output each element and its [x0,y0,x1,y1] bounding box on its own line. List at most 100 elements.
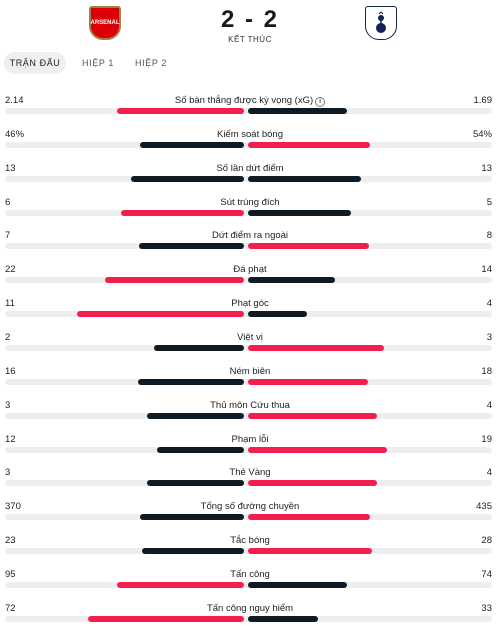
stat-row: 16 Ném biên 18 [0,364,500,394]
stat-label: Sút trúng đích [0,197,500,208]
away-stat-value: 74 [481,568,492,580]
away-stat-bar [248,378,368,385]
stat-label: Tấn công nguy hiểm [0,603,500,614]
home-stat-bar [140,514,244,521]
home-stat-value: 22 [5,264,16,276]
home-stat-bar [147,480,244,487]
stat-label-text: Phạm lỗi [231,433,269,445]
home-stat-bar [105,277,244,284]
away-stat-bar [248,480,377,487]
stat-label-text: Thủ môn Cứu thua [210,399,290,411]
away-stat-value: 13 [481,162,492,174]
home-stat-bar [139,243,244,250]
away-stat-value: 33 [481,602,492,614]
home-stat-value: 72 [5,602,16,614]
stat-label: Tổng số đường chuyền [0,501,500,512]
stat-row: 95 Tấn công 74 [0,567,500,597]
away-stat-value: 1.69 [473,95,493,106]
away-team-logo[interactable] [362,4,400,42]
away-stat-value: 4 [486,467,492,479]
away-stat-bar [248,344,384,351]
home-stat-bar [157,446,244,453]
away-stat-value: 8 [486,230,492,242]
home-stat-value: 7 [5,230,11,242]
tab-first-half[interactable]: HIỆP 1 [82,58,114,68]
home-stat-bar [140,141,244,148]
home-stat-value: 3 [5,399,11,411]
home-stat-bar [77,311,244,318]
home-stat-bar [131,175,244,182]
stat-label: Thẻ Vàng [0,467,500,478]
home-stat-bar [147,412,244,419]
stat-label-text: Tấn công nguy hiểm [206,602,294,614]
home-stat-value: 3 [5,467,11,479]
stat-label: Việt vị [0,332,500,343]
stat-label: Số lần dứt điểm [0,163,500,174]
stat-row: 2 Việt vị 3 [0,330,500,360]
stat-row: 6 Sút trúng đích 5 [0,195,500,225]
stat-label: Phạm lỗi [0,434,500,445]
away-stat-value: 18 [481,365,492,377]
home-stat-bar [154,344,244,351]
arsenal-crest-icon: ARSENAL [89,6,121,40]
home-stat-value: 13 [5,162,16,174]
away-stat-value: 4 [486,298,492,310]
stat-label-text: Tổng số đường chuyền [200,501,300,513]
stat-row: 12 Phạm lỗi 19 [0,432,500,462]
away-stat-value: 14 [481,264,492,276]
away-stat-bar [248,412,377,419]
away-stat-bar [248,581,347,588]
stat-label: Thủ môn Cứu thua [0,400,500,411]
stat-label-text: Kiểm soát bóng [216,128,283,140]
home-stat-value: 11 [5,298,15,310]
stat-row: 370 Tổng số đường chuyền 435 [0,499,500,529]
stat-label: Đá phạt [0,264,500,275]
away-stat-bar [248,615,318,622]
stat-label: Tắc bóng [0,535,500,546]
away-stat-value: 3 [486,331,492,343]
away-stat-value: 5 [486,196,492,208]
stat-label-text: Đá phạt [233,264,267,276]
home-stat-value: 12 [5,433,16,445]
home-stat-value: 2.14 [5,95,24,106]
home-stat-value: 370 [5,501,21,513]
stat-label-text: Dứt điểm ra ngoài [211,230,289,242]
stat-row: 3 Thẻ Vàng 4 [0,465,500,495]
home-stat-bar [88,615,244,622]
stat-row: 11 Phạt góc 4 [0,296,500,326]
stat-row: 7 Dứt điểm ra ngoài 8 [0,228,500,258]
match-header: ARSENAL 2 - 2 KẾT THÚC [0,0,500,50]
stat-label: Phạt góc [0,298,500,309]
tottenham-crest-icon [365,6,397,40]
stat-label: Tấn công [0,569,500,580]
away-stat-value: 4 [486,399,492,411]
home-stat-bar [121,209,244,216]
stat-row: 22 Đá phạt 14 [0,262,500,292]
stat-label-text: Ném biên [229,365,271,377]
home-team-logo[interactable]: ARSENAL [86,4,124,42]
info-icon[interactable]: i [315,97,326,107]
away-stat-value: 435 [476,501,492,513]
tab-match[interactable]: TRẬN ĐẤU [4,52,66,74]
stat-label-text: Số bàn thắng được kỳ vọng (xG) [174,95,314,106]
away-stat-bar [248,311,307,318]
stat-label-text: Tắc bóng [230,535,270,547]
stat-label-text: Phạt góc [231,298,269,310]
home-stat-value: 23 [5,535,16,547]
home-stat-bar [117,581,244,588]
stat-row: 3 Thủ môn Cứu thua 4 [0,398,500,428]
away-stat-bar [248,141,370,148]
stat-label-text: Thẻ Vàng [229,467,271,479]
stat-label-text: Việt vị [237,331,263,343]
stat-row: 2.14 Số bàn thắng được kỳ vọng (xG) i 1.69 [0,93,500,123]
away-stat-bar [248,209,351,216]
stat-row: 13 Số lần dứt điểm 13 [0,161,500,191]
home-stat-bar [138,378,244,385]
away-stat-bar [248,277,335,284]
period-tabs: TRẬN ĐẤU HIỆP 1 HIỆP 2 [0,52,500,76]
home-stat-value: 2 [5,331,11,343]
away-stat-value: 19 [481,433,492,445]
away-stat-bar [248,108,347,114]
tab-second-half[interactable]: HIỆP 2 [135,58,167,68]
away-stat-value: 28 [481,535,492,547]
